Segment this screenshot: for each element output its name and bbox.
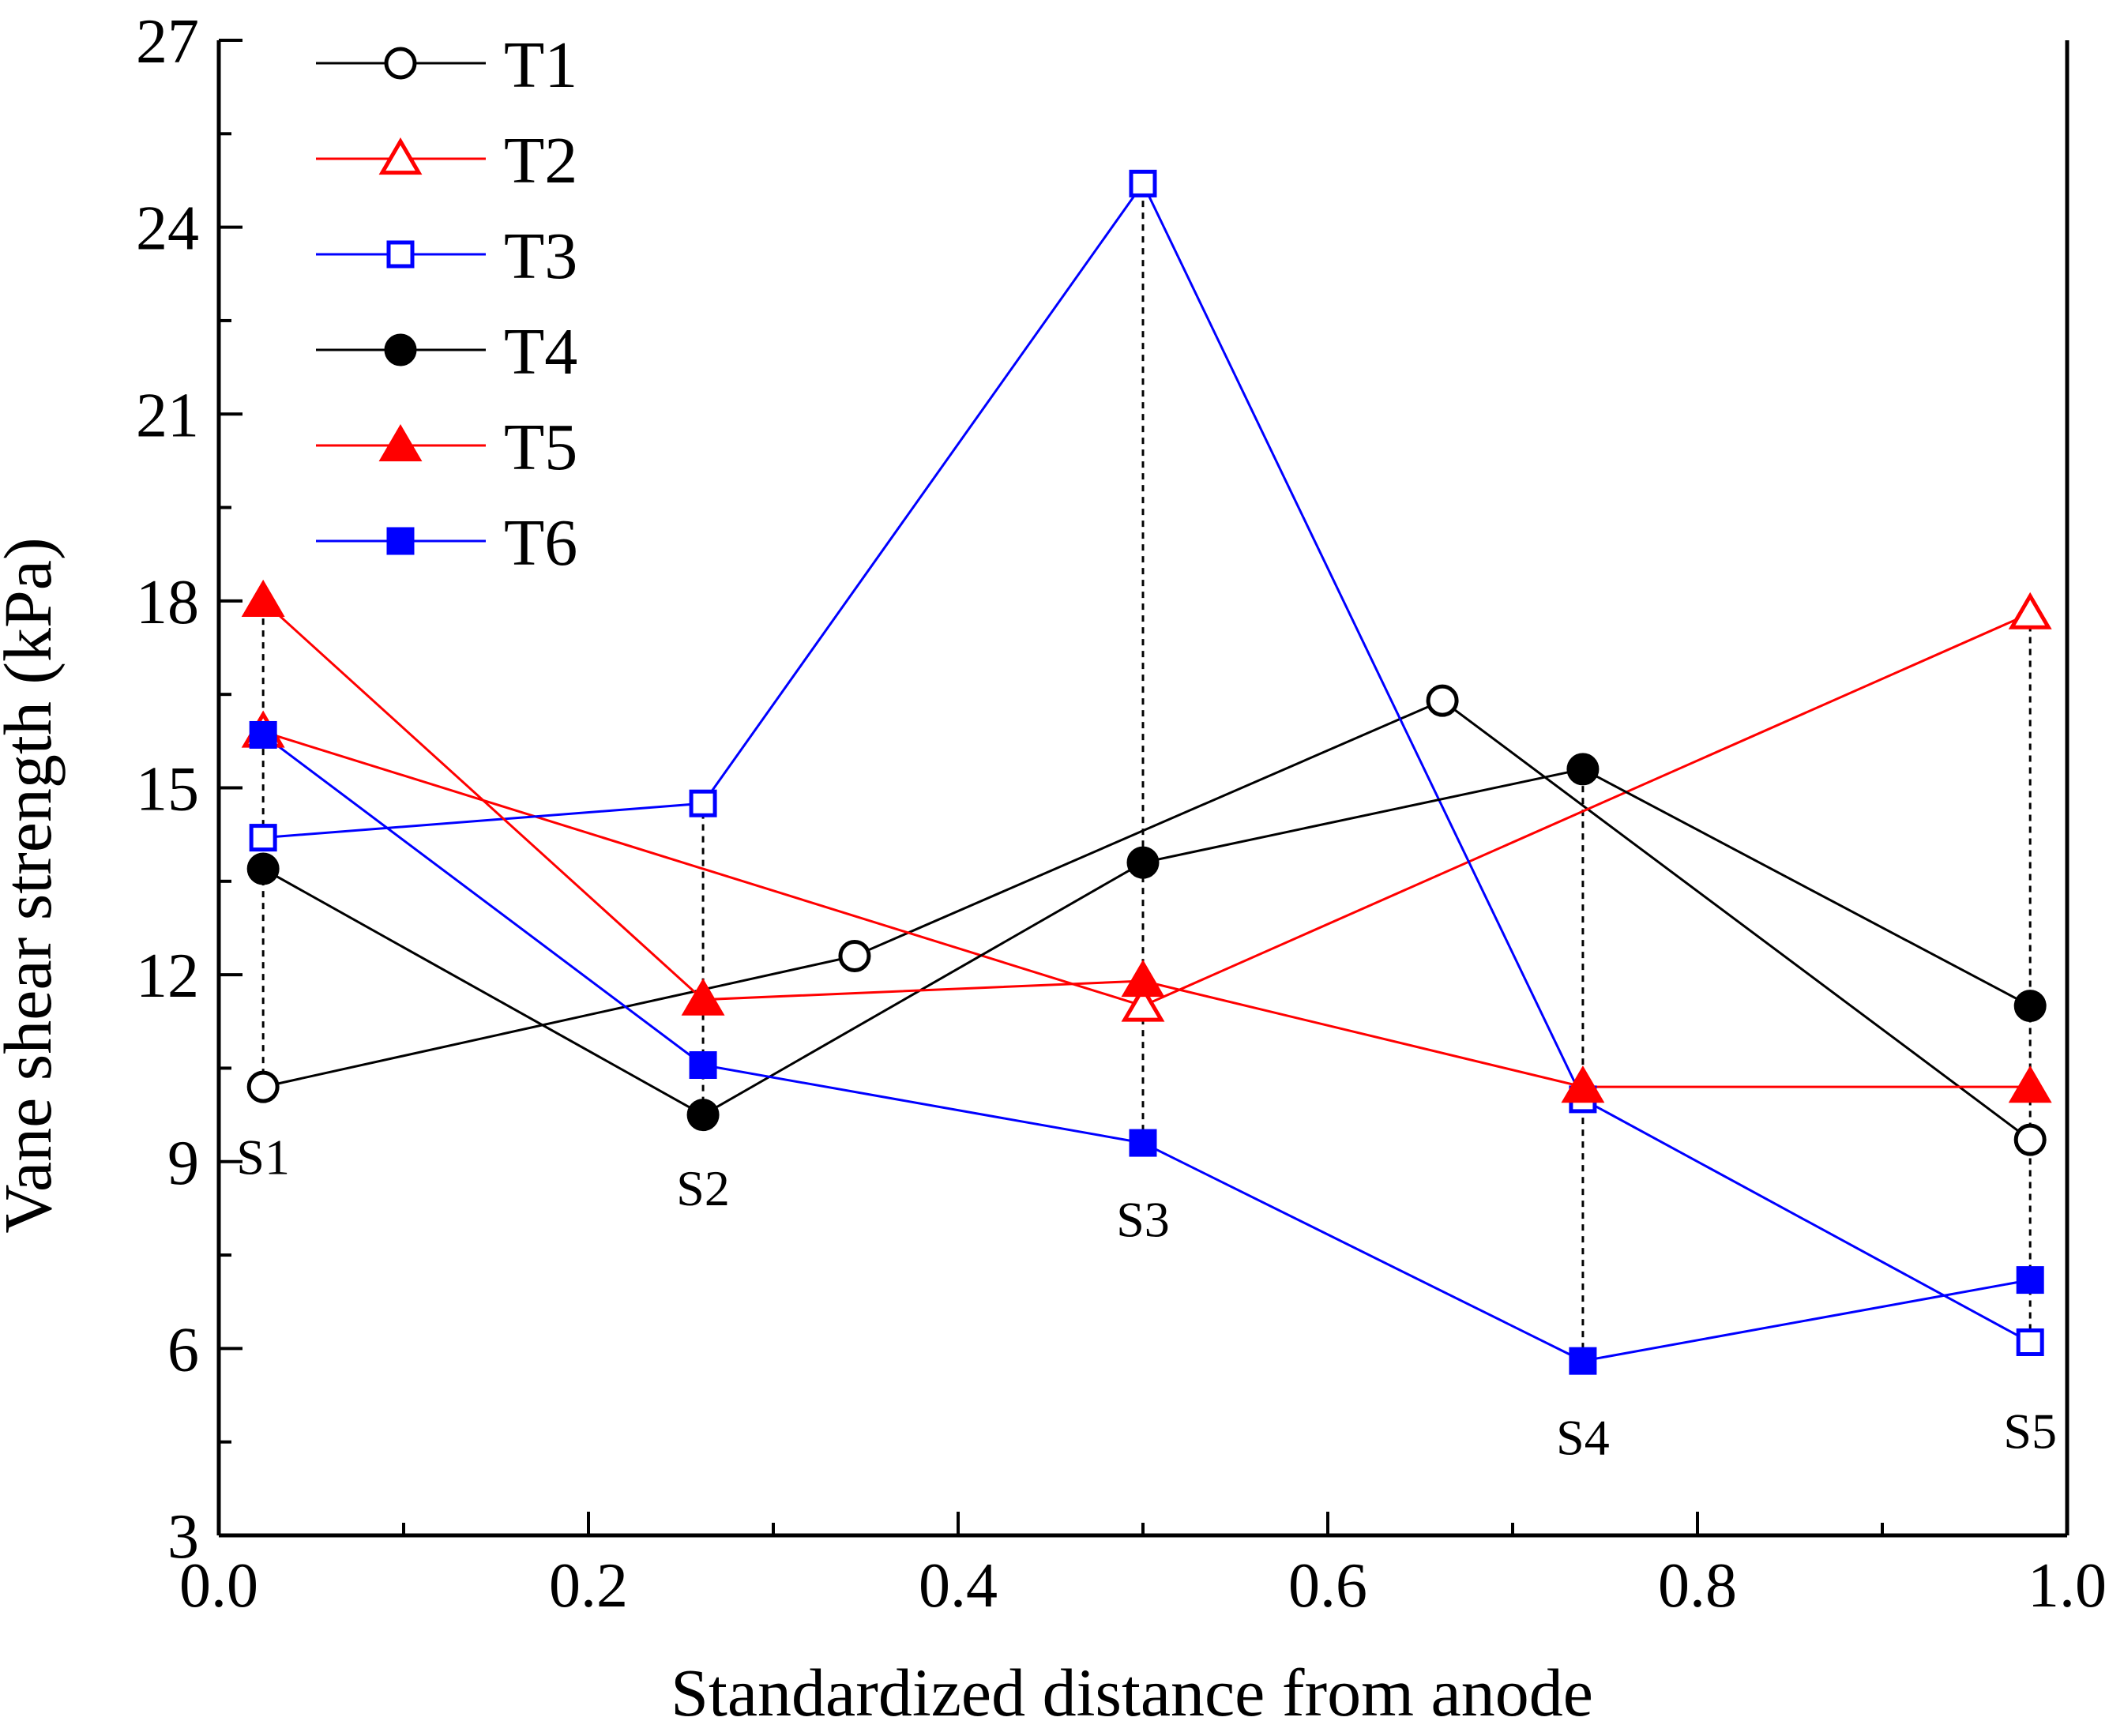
data-point-t4-1 xyxy=(246,852,280,885)
data-point-t5-5 xyxy=(2008,1065,2052,1103)
x-axis-title: Standardized distance from anode xyxy=(671,1655,1593,1730)
series-markers-t6 xyxy=(249,720,2044,1375)
tick-labels: 0.0 0.2 0.4 0.6 0.8 1.0 3 6 9 12 15 18 21 24 27 xyxy=(136,7,2107,1621)
data-point-t6-1 xyxy=(249,720,277,749)
data-point-t3-5 xyxy=(2016,1328,2044,1356)
legend-label: T6 xyxy=(504,506,577,580)
site-label-s3: S3 xyxy=(1116,1191,1170,1247)
y-tick-label: 18 xyxy=(136,568,199,637)
y-tick-label: 24 xyxy=(136,194,199,264)
data-point-t5-4 xyxy=(1561,1065,1605,1103)
data-point-t6-3 xyxy=(1129,1129,1157,1157)
y-tick-label: 6 xyxy=(167,1315,199,1385)
legend-marker xyxy=(378,424,423,462)
data-point-t1-1 xyxy=(246,1070,280,1103)
series-line-t2 xyxy=(262,612,2031,1008)
axes xyxy=(216,39,2069,1538)
data-point-t3-3 xyxy=(1129,169,1157,197)
y-tick-label: 15 xyxy=(136,755,199,825)
data-point-t5-2 xyxy=(681,978,725,1016)
data-point-t3-2 xyxy=(689,789,717,817)
data-point-t4-5 xyxy=(2013,990,2047,1023)
data-point-t2-3 xyxy=(2008,592,2052,629)
x-tick-label: 0.2 xyxy=(549,1551,628,1621)
data-point-t1-4 xyxy=(2013,1123,2047,1156)
y-tick-label: 27 xyxy=(136,7,199,77)
data-point-t1-2 xyxy=(838,939,871,972)
y-tick-label: 3 xyxy=(167,1502,199,1572)
legend-item-t4: T4 xyxy=(316,315,577,389)
series-t2 xyxy=(262,612,2031,1008)
legend-label: T3 xyxy=(504,220,577,293)
annotations: S1 S2 S3 S4 S5 xyxy=(236,1129,2057,1466)
legend-marker xyxy=(378,137,423,175)
y-tick-label: 9 xyxy=(167,1129,199,1198)
x-tick-label: 0.6 xyxy=(1288,1551,1367,1621)
legend-item-t5: T5 xyxy=(316,411,577,484)
legend-item-t6: T6 xyxy=(316,506,577,580)
x-tick-label: 0.8 xyxy=(1658,1551,1737,1621)
site-label-s5: S5 xyxy=(2003,1403,2057,1460)
series-markers-t5 xyxy=(241,579,2052,1103)
legend-marker xyxy=(384,333,417,366)
data-point-t4-2 xyxy=(686,1099,720,1132)
legend-item-t3: T3 xyxy=(316,220,577,293)
data-point-t4-3 xyxy=(1126,846,1160,879)
series-markers-t2 xyxy=(241,592,2052,1022)
site-label-s2: S2 xyxy=(676,1160,730,1216)
data-point-t6-4 xyxy=(1569,1347,1597,1375)
legend-label: T5 xyxy=(504,411,577,484)
data-point-t6-5 xyxy=(2016,1266,2044,1294)
x-tick-label: 1.0 xyxy=(2028,1551,2107,1621)
legend-label: T1 xyxy=(504,28,577,102)
data-point-t5-1 xyxy=(241,579,285,617)
data-point-t5-3 xyxy=(1121,960,1165,998)
x-tick-label: 0.0 xyxy=(179,1551,258,1621)
legend-item-t1: T1 xyxy=(316,28,577,102)
legend-label: T2 xyxy=(504,124,577,197)
legend-label: T4 xyxy=(504,315,577,389)
y-tick-label: 21 xyxy=(136,381,199,450)
series-line-t1 xyxy=(262,699,2032,1141)
legend-marker xyxy=(384,47,417,80)
data-point-t3-1 xyxy=(249,824,277,852)
series-markers-t1 xyxy=(246,684,2047,1156)
series-group xyxy=(241,169,2052,1375)
x-tick-label: 0.4 xyxy=(919,1551,998,1621)
site-label-s1: S1 xyxy=(236,1129,290,1186)
y-tick-label: 12 xyxy=(136,941,199,1011)
data-point-t6-2 xyxy=(689,1050,717,1079)
data-point-t4-4 xyxy=(1566,753,1600,786)
y-axis-title: Vane shear strength (kPa) xyxy=(0,537,66,1233)
legend-marker xyxy=(386,527,415,555)
data-point-t1-3 xyxy=(1426,684,1459,717)
site-label-s4: S4 xyxy=(1556,1409,1610,1465)
legend-marker xyxy=(386,240,415,269)
series-markers-t4 xyxy=(246,753,2047,1132)
data-point-t2-2 xyxy=(1121,984,1165,1022)
legend: T1 T2 T3 T4 T5 T6 xyxy=(316,28,577,580)
legend-item-t2: T2 xyxy=(316,124,577,197)
series-t1 xyxy=(262,699,2032,1141)
